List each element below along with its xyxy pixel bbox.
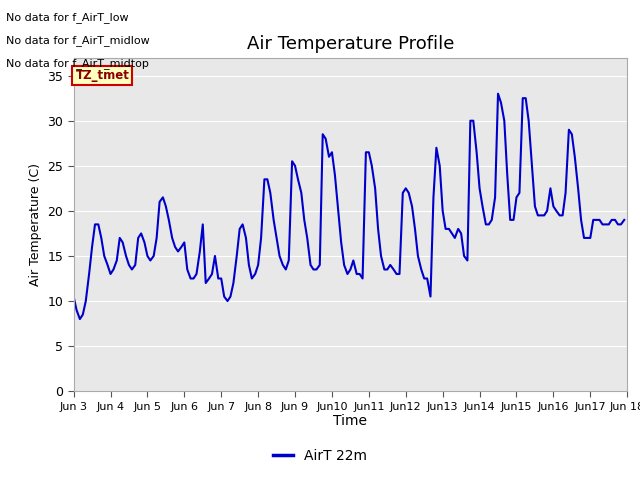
Title: Air Temperature Profile: Air Temperature Profile (246, 35, 454, 53)
Text: TZ_tmet: TZ_tmet (76, 69, 129, 82)
Text: No data for f_AirT_low: No data for f_AirT_low (6, 12, 129, 23)
Y-axis label: Air Temperature (C): Air Temperature (C) (29, 163, 42, 286)
Text: No data for f_AirT_midtop: No data for f_AirT_midtop (6, 58, 149, 69)
Text: No data for f_AirT_midlow: No data for f_AirT_midlow (6, 35, 150, 46)
X-axis label: Time: Time (333, 414, 367, 428)
Legend: AirT 22m: AirT 22m (267, 443, 373, 468)
